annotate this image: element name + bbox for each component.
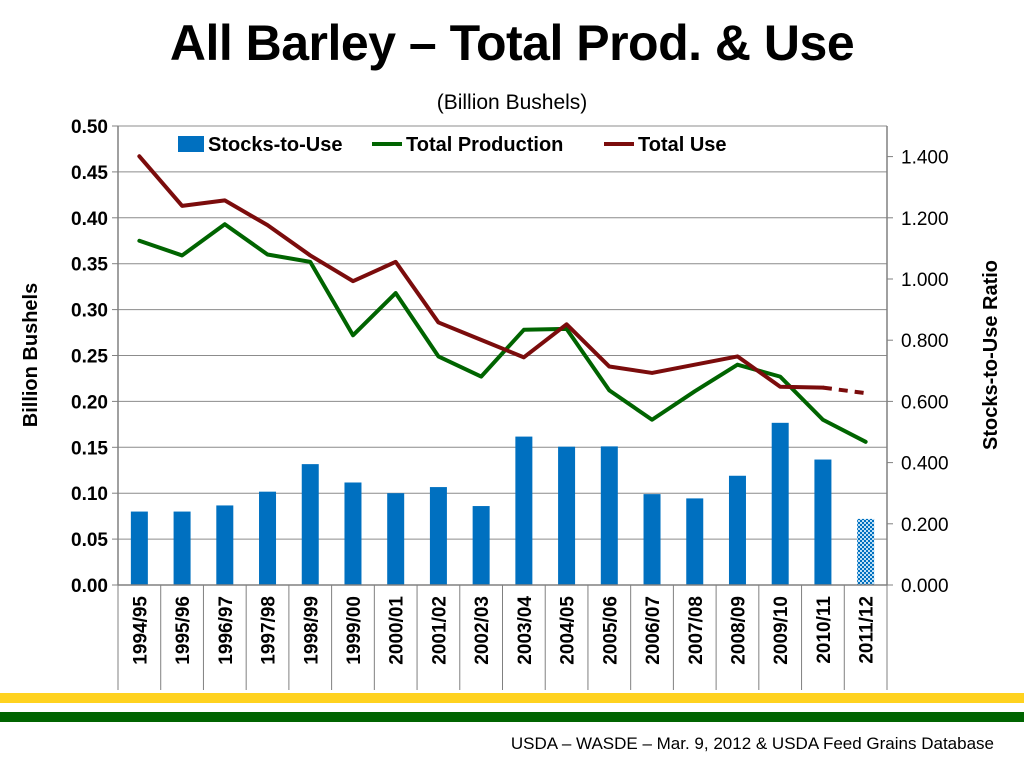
bar	[387, 493, 405, 585]
x-tick-label: 1995/96	[173, 596, 194, 665]
x-tick-label: 2003/04	[515, 596, 536, 665]
legend: Stocks-to-Use Total Production Total Use	[178, 134, 727, 156]
bar	[472, 506, 490, 585]
bar	[173, 511, 191, 585]
bar	[259, 491, 277, 585]
x-tick-label: 1994/95	[130, 596, 151, 665]
bar	[814, 459, 832, 585]
x-tick-label: 2002/03	[472, 596, 493, 665]
use-line	[137, 154, 825, 390]
x-tick-label: 2011/12	[857, 596, 878, 664]
production-line	[137, 222, 868, 444]
bar-series	[130, 422, 875, 585]
bar	[301, 464, 319, 585]
bar	[515, 436, 533, 585]
legend-label: Total Use	[638, 134, 727, 156]
legend-label: Total Production	[406, 134, 563, 156]
chart-subtitle: (Billion Bushels)	[436, 91, 588, 114]
x-tick-label: 2010/11	[814, 596, 835, 664]
bar	[643, 494, 661, 585]
x-tick-label: 1997/98	[259, 596, 280, 665]
y2-tick-label: 1.000	[901, 270, 949, 291]
y2-axis-title: Stocks-to-Use Ratio	[980, 260, 1002, 450]
x-tick-label: 2008/09	[728, 596, 749, 665]
x-tick-label: 2004/05	[558, 596, 579, 665]
y2-tick-label: 0.400	[901, 454, 949, 475]
y2-tick-label: 1.400	[901, 148, 949, 169]
y2-tick-label: 0.000	[901, 576, 949, 597]
axes: 0.00 0.05 0.10 0.15 0.20 0.25 0.30 0.35 0.40 0.45…	[20, 117, 1002, 690]
use-line-projected	[822, 385, 866, 396]
bar	[344, 482, 362, 585]
y-tick-label: 0.30	[71, 301, 108, 322]
y2-tick-label: 0.200	[901, 515, 949, 536]
bar	[216, 505, 234, 585]
y2-tick-label: 0.600	[901, 392, 949, 413]
x-tick-label: 2007/08	[686, 596, 707, 665]
y2-tick-label: 1.200	[901, 209, 949, 230]
legend-label: Stocks-to-Use	[208, 134, 342, 156]
decorative-band-yellow	[0, 693, 1024, 703]
bar	[600, 446, 618, 585]
chart: 0.00 0.05 0.10 0.15 0.20 0.25 0.30 0.35 0.40 0.45…	[20, 117, 1002, 690]
bar	[771, 422, 789, 585]
bar	[558, 446, 576, 585]
bar	[130, 511, 148, 585]
y-tick-label: 0.20	[71, 392, 108, 413]
x-tick-label: 1998/99	[301, 596, 322, 665]
source-note: USDA – WASDE – Mar. 9, 2012 & USDA Feed …	[510, 734, 994, 753]
x-tick-label: 2000/01	[387, 596, 408, 665]
y-tick-label: 0.05	[71, 530, 108, 551]
chart-title: All Barley – Total Prod. & Use	[169, 15, 855, 71]
x-tick-label: 1999/00	[344, 596, 365, 665]
x-tick-label: 2009/10	[771, 596, 792, 665]
line-series	[137, 154, 868, 444]
x-tick-label: 2001/02	[429, 596, 450, 665]
bar	[728, 475, 746, 585]
y-axis-title: Billion Bushels	[20, 283, 42, 427]
x-tick-label: 2006/07	[643, 596, 664, 665]
y-tick-label: 0.15	[71, 438, 108, 459]
y2-tick-label: 0.800	[901, 331, 949, 352]
bar-projected	[857, 518, 875, 585]
y-tick-label: 0.25	[71, 347, 108, 368]
x-tick-label: 1996/97	[216, 596, 237, 665]
y-tick-label: 0.35	[71, 255, 108, 276]
bar	[429, 487, 447, 585]
y-tick-label: 0.45	[71, 163, 108, 184]
gridlines	[118, 125, 887, 540]
decorative-band-green	[0, 712, 1024, 722]
legend-swatch-bar	[178, 136, 204, 152]
x-tick-label: 2005/06	[600, 596, 621, 665]
y-tick-label: 0.00	[71, 576, 108, 597]
y-tick-label: 0.50	[71, 117, 108, 138]
y-tick-label: 0.40	[71, 209, 108, 230]
y-tick-label: 0.10	[71, 484, 108, 505]
bar	[686, 498, 704, 585]
